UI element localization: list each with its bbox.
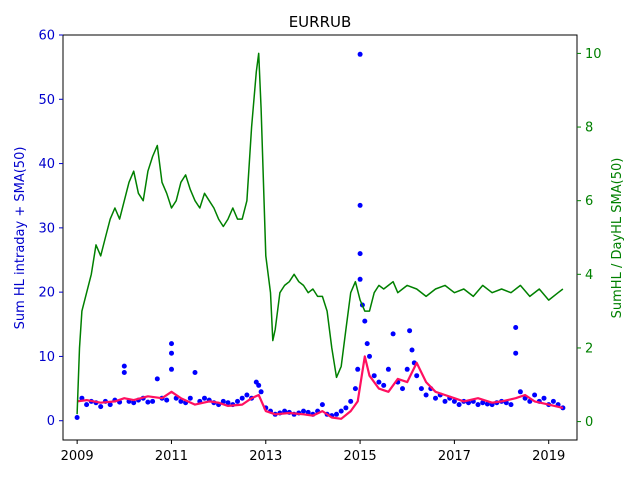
scatter-point [362, 318, 368, 324]
scatter-point [513, 350, 519, 356]
left-y-tick-label: 40 [38, 157, 55, 172]
x-tick-label: 2015 [344, 449, 377, 464]
scatter-point [475, 402, 481, 408]
scatter-point [364, 341, 370, 347]
right-y-tick-label: 0 [585, 415, 593, 430]
scatter-point [178, 398, 184, 404]
scatter-point [423, 392, 429, 398]
scatter-point [433, 395, 438, 401]
axes: 2009 2011 2013 2015 2017 2019 0 10 20 30 40 50 60 0 2 4… [38, 29, 601, 465]
scatter-point [352, 386, 358, 392]
left-y-tick-label: 20 [38, 286, 55, 301]
scatter-point [456, 402, 462, 408]
scatter-point [381, 382, 387, 388]
scatter-point [532, 392, 538, 398]
scatter-point [154, 376, 160, 382]
scatter-point [220, 398, 226, 404]
x-tick-label: 2013 [249, 449, 282, 464]
scatter-point [169, 366, 174, 372]
scatter-point [376, 379, 382, 385]
scatter-point [145, 399, 151, 405]
scatter-point [202, 395, 207, 401]
scatter-point [84, 402, 90, 408]
scatter-point [508, 402, 514, 408]
scatter-point [409, 347, 415, 353]
scatter-point [169, 341, 174, 347]
scatter-point [131, 400, 137, 406]
right-y-tick-label: 6 [585, 194, 593, 209]
scatter-point [451, 398, 457, 404]
scatter-point [480, 400, 486, 406]
scatter-point [348, 398, 354, 404]
scatter-point [258, 389, 264, 395]
x-tick-label: 2017 [438, 449, 471, 464]
right-axis-label: SumHL / DayHL SMA(50) [610, 158, 625, 319]
scatter-point [343, 405, 349, 411]
scatter-point [517, 389, 523, 395]
scatter-point [400, 386, 405, 392]
plot-frame [62, 34, 578, 441]
scatter-point [334, 411, 339, 417]
scatter-point [367, 353, 372, 359]
scatter-point [442, 398, 448, 404]
scatter-point [404, 366, 410, 372]
scatter-point [357, 276, 363, 282]
scatter-point [305, 409, 311, 415]
scatter-point [187, 395, 193, 401]
x-tick-label: 2009 [61, 449, 94, 464]
plot-area [74, 51, 566, 420]
scatter-point [355, 366, 361, 372]
sma-line [76, 355, 564, 420]
scatter-point [256, 382, 262, 388]
scatter-point [164, 397, 170, 403]
scatter-point [418, 386, 424, 392]
scatter-point [550, 398, 556, 404]
scatter-point [79, 395, 85, 401]
scatter-point [513, 325, 519, 330]
scatter-point [414, 373, 420, 379]
scatter-point [150, 398, 156, 404]
left-y-tick-label: 30 [38, 221, 55, 236]
scatter-point [385, 366, 391, 372]
scatter-point [357, 251, 363, 257]
scatter-point [357, 202, 363, 208]
scatter-point [541, 395, 547, 401]
scatter-point [319, 402, 325, 408]
right-y-tick-label: 4 [585, 268, 593, 283]
left-axis-label: Sum HL intraday + SMA(50) [13, 147, 28, 330]
scatter-point [192, 370, 198, 375]
scatter-point [169, 350, 174, 356]
scatter-point [121, 370, 127, 375]
x-tick-label: 2011 [155, 449, 188, 464]
scatter-point [371, 373, 377, 379]
left-y-tick-label: 0 [47, 414, 55, 429]
scatter-point [235, 398, 240, 404]
scatter-point [239, 395, 245, 401]
scatter-point [74, 415, 80, 420]
scatter-point [225, 400, 231, 406]
chart-title: EURRUB [289, 13, 352, 31]
scatter-point [407, 328, 413, 334]
right-y-tick-label: 2 [585, 341, 593, 356]
scatter-point [98, 404, 104, 410]
scatter-point [338, 408, 344, 414]
scatter-point [357, 51, 363, 57]
right-y-tick-label: 10 [585, 47, 602, 62]
left-y-tick-label: 60 [38, 29, 55, 44]
left-y-tick-label: 50 [38, 93, 55, 108]
scatter-point [301, 408, 306, 414]
left-y-tick-label: 10 [38, 350, 55, 365]
scatter-point [390, 331, 396, 337]
scatter-point [121, 363, 127, 369]
scatter-point [107, 402, 113, 408]
x-tick-label: 2019 [532, 449, 565, 464]
scatter-point [244, 392, 250, 398]
ratio-sma-line [76, 52, 564, 415]
right-y-tick-label: 8 [585, 121, 593, 136]
